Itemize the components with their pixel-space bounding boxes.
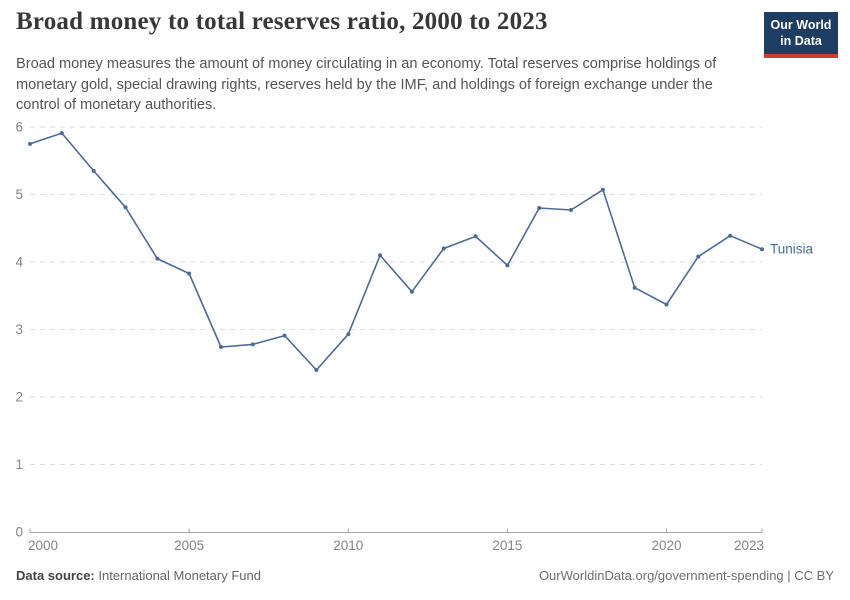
tunisia-point-2014[interactable] (473, 234, 478, 239)
tunisia-point-2013[interactable] (441, 246, 446, 251)
y-tick-label-6: 6 (15, 120, 23, 135)
tunisia-point-2012[interactable] (409, 289, 414, 294)
x-tick-label-2000: 2000 (28, 538, 58, 553)
tunisia-point-2000[interactable] (28, 141, 32, 146)
tunisia-point-2022[interactable] (728, 233, 733, 238)
line-chart: 0 1 2 3 4 5 6 2000 2005 2010 2015 2020 2023 Tunisia (15, 120, 814, 554)
data-source-label: Data source: (16, 568, 95, 583)
page-title: Broad money to total reserves ratio, 200… (16, 8, 548, 35)
x-tick-label-2010: 2010 (333, 538, 363, 553)
y-tick-label-5: 5 (15, 187, 23, 202)
tunisia-point-2015[interactable] (505, 263, 510, 268)
chart-subtitle: Broad money measures the amount of money… (16, 56, 717, 114)
x-tick-label-2015: 2015 (492, 538, 522, 553)
y-tick-label-0: 0 (15, 525, 23, 540)
tunisia-point-2007[interactable] (250, 342, 255, 347)
y-tick-label-3: 3 (15, 322, 23, 337)
owid-logo-line1: Our World (770, 18, 832, 32)
license-note[interactable]: OurWorldinData.org/government-spending |… (538, 568, 834, 583)
tunisia-point-2016[interactable] (537, 206, 542, 210)
tunisia-point-2020[interactable] (664, 302, 669, 307)
data-source-value: International Monetary Fund (98, 568, 261, 583)
tunisia-point-2018[interactable] (600, 187, 605, 192)
data-source: Data source: International Monetary Fund (16, 568, 261, 583)
tunisia-line-series[interactable] (29, 132, 763, 371)
tunisia-point-2017[interactable] (569, 208, 573, 212)
x-tick-label-2020: 2020 (651, 538, 681, 553)
y-tick-label-1: 1 (15, 457, 23, 472)
tunisia-point-2004[interactable] (155, 256, 160, 261)
chart-footer: Data source: International Monetary Fund… (16, 568, 834, 583)
tunisia-point-2011[interactable] (378, 253, 383, 258)
y-tick-label-2: 2 (15, 390, 23, 405)
tunisia-point-2021[interactable] (696, 254, 701, 259)
tunisia-point-2005[interactable] (187, 271, 192, 276)
tunisia-point-2008[interactable] (282, 333, 287, 338)
tunisia-point-2002[interactable] (91, 168, 96, 173)
tunisia-point-2019[interactable] (632, 285, 637, 290)
y-tick-label-4: 4 (15, 255, 23, 270)
owid-logo-line2: in Data (780, 33, 822, 48)
tunisia-point-2010[interactable] (346, 332, 351, 337)
tunisia-point-2023[interactable] (760, 247, 764, 252)
tunisia-point-2001[interactable] (59, 131, 64, 136)
series-end-label-tunisia[interactable]: Tunisia (770, 242, 814, 257)
tunisia-point-2006[interactable] (219, 345, 223, 349)
tunisia-point-2003[interactable] (123, 205, 128, 210)
tunisia-point-2009[interactable] (314, 368, 319, 372)
x-tick-label-2023: 2023 (734, 538, 764, 553)
owid-logo[interactable]: Our World in Data (764, 12, 838, 59)
x-tick-label-2005: 2005 (174, 538, 204, 553)
